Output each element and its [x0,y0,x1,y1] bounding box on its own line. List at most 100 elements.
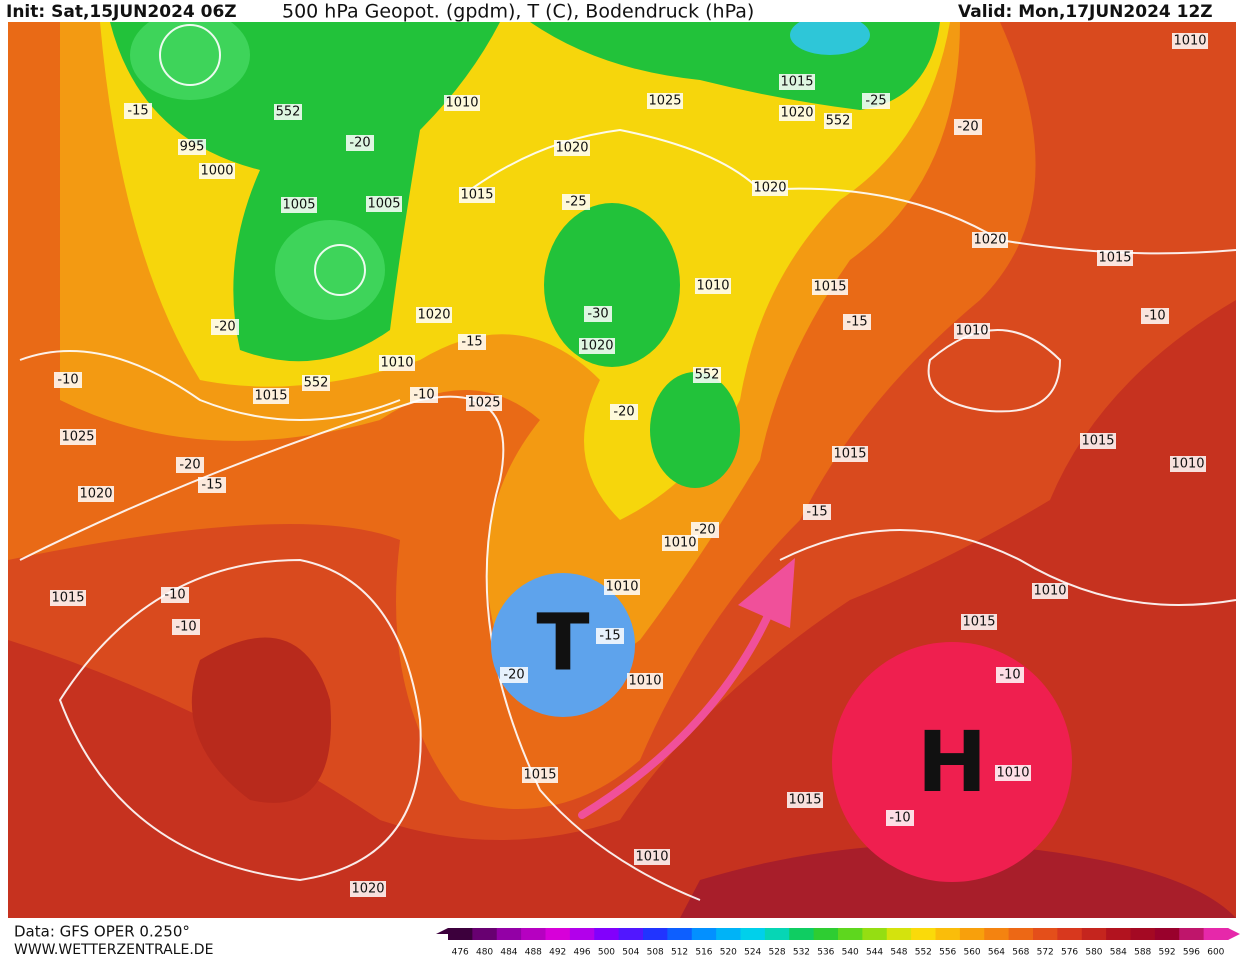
label-box [832,446,868,462]
label-box [996,667,1024,683]
label-box [1141,308,1169,324]
isoline-label: -15 [461,335,482,350]
label-box [779,105,815,121]
isoline-label: -15 [806,505,827,520]
isoline-label: 1015 [788,793,821,808]
label-box [610,404,638,420]
isoline-label: 1020 [780,106,813,121]
legend-swatch [813,928,839,940]
isoline-label: -20 [214,320,235,335]
label-box [274,104,302,120]
legend-swatch [789,928,815,940]
label-box [954,323,990,339]
legend-swatch [569,928,595,940]
isoline-label: -15 [599,629,620,644]
legend-tick-label: 480 [476,948,493,958]
label-box [253,388,289,404]
label-box [161,587,189,603]
isoline-label: 1015 [1098,251,1131,266]
label-box [1032,583,1068,599]
label-box [662,535,698,551]
legend-swatch [1203,928,1229,940]
label-box [458,334,486,350]
legend-swatch [764,928,790,940]
isoline-label: 1015 [780,75,813,90]
isoline-label: 1005 [282,198,315,213]
isoline-label: 1010 [1171,457,1204,472]
isoline-label: 1010 [628,674,661,689]
label-box [379,355,415,371]
label-box [779,74,815,90]
legend-swatch [594,928,620,940]
isoline-label: -10 [889,811,910,826]
legend-tick-label: 476 [452,948,469,958]
label-box [695,278,731,294]
label-box [1170,456,1206,472]
legend-tick-label: 572 [1037,948,1054,958]
isoline-label: -10 [175,620,196,635]
legend-swatch [618,928,644,940]
label-box [752,180,788,196]
legend-swatch [886,928,912,940]
label-box [78,486,114,502]
isoline-label: 1015 [1081,434,1114,449]
label-box [500,667,528,683]
label-box [176,457,204,473]
legend-swatch [1154,928,1180,940]
isoline-label: 1010 [380,356,413,371]
legend-tick-label: 488 [525,948,542,958]
isoline-label: -20 [349,136,370,151]
isoline-label: -10 [164,588,185,603]
isoline-label: -25 [865,94,886,109]
isoline-label: -20 [613,405,634,420]
label-box [691,522,719,538]
label-box [862,93,890,109]
isoline-label: 1010 [696,279,729,294]
label-box [466,395,502,411]
legend-arrow-right [1228,928,1240,940]
isoline-label: 995 [180,140,205,155]
label-box [604,579,640,595]
isoline-label: 1025 [61,430,94,445]
legend-swatch [521,928,546,940]
label-box [803,504,831,520]
legend-tick-label: 516 [695,948,712,958]
legend-tick-label: 576 [1061,948,1078,958]
isoline-label: -10 [57,373,78,388]
isoline-label: 1015 [254,389,287,404]
isoline-label: 1020 [580,339,613,354]
legend-swatch [1130,928,1156,940]
legend-tick-label: 484 [500,948,517,958]
legend-tick-label: 528 [768,948,785,958]
label-box [584,306,612,322]
legend-tick-label: 592 [1158,948,1175,958]
low-symbol: T [536,598,589,688]
isoline-label: 1010 [1033,584,1066,599]
label-box [172,619,200,635]
label-box [596,628,624,644]
legend-tick-label: 524 [744,948,761,958]
label-box [824,113,852,129]
label-box [366,196,402,212]
label-box [961,614,997,630]
legend-swatch [935,928,961,940]
legend-swatch [667,928,693,940]
label-box [54,372,82,388]
label-box [579,338,615,354]
isoline-label: 1010 [955,324,988,339]
isoline-label: 1015 [523,768,556,783]
legend-tick-label: 540 [842,948,859,958]
legend-swatch [959,928,985,940]
label-box [972,232,1008,248]
label-box [812,279,848,295]
flow-arrow [578,596,779,819]
isoline-label: 1020 [973,233,1006,248]
legend-tick-label: 492 [549,948,566,958]
high-symbol: H [917,713,987,811]
label-box [1172,33,1208,49]
isoline-label: 1020 [79,487,112,502]
isoline-label: 1025 [467,396,500,411]
isoline-label: 1020 [555,141,588,156]
label-box [346,135,374,151]
